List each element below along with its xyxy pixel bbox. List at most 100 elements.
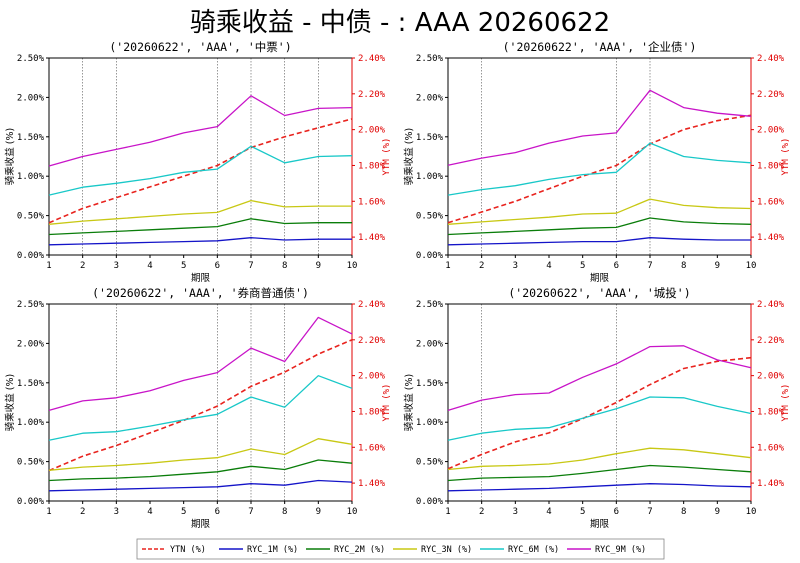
right-tick-label: 2.40% [358, 54, 386, 64]
x-tick-label: 4 [147, 261, 152, 271]
series-line-ryc-2m [48, 459, 353, 482]
right-tick-label: 1.40% [358, 233, 386, 243]
chart-panel-3: 0.00% 0.50% 1.00% 1.50% 2.00% 2.50% 1.40% 1.60%… [4, 286, 392, 530]
right-tick-label: 2.20% [358, 90, 386, 100]
left-tick-label: 1.50% [17, 133, 45, 143]
left-tick-label: 1.00% [416, 172, 444, 182]
left-tick-label: 2.50% [416, 54, 444, 64]
x-tick-label: 7 [647, 507, 652, 517]
left-tick-label: 1.50% [416, 133, 444, 143]
x-tick-label: 2 [479, 261, 484, 271]
y-axis-label-right: YTM (%) [382, 384, 392, 422]
x-axis-label: 期限 [191, 273, 211, 284]
left-tick-label: 1.00% [17, 172, 45, 182]
x-tick-label: 10 [347, 261, 358, 271]
chart-panel-1: 0.00% 0.50% 1.00% 1.50% 2.00% 2.50% 1.40% 1.60%… [4, 40, 392, 284]
right-tick-label: 1.60% [358, 443, 386, 453]
series-line-ryc-9m [447, 89, 752, 166]
x-tick-label: 10 [746, 261, 757, 271]
right-tick-label: 1.40% [757, 233, 785, 243]
legend-label: YTN (%) [170, 545, 206, 555]
chart-panel-4: 0.00% 0.50% 1.00% 1.50% 2.00% 2.50% 1.40% 1.60%… [403, 286, 791, 530]
x-tick-label: 9 [715, 507, 720, 517]
y-axis-label-left: 骑乘收益 (%) [4, 128, 16, 185]
x-tick-label: 6 [614, 261, 619, 271]
right-tick-label: 1.40% [358, 479, 386, 489]
x-tick-label: 3 [513, 261, 518, 271]
x-tick-label: 8 [681, 261, 686, 271]
x-tick-label: 1 [46, 261, 51, 271]
left-tick-label: 1.50% [416, 379, 444, 389]
legend-label: RYC_9M (%) [595, 545, 646, 555]
right-tick-label: 2.00% [757, 372, 785, 382]
x-tick-label: 9 [316, 507, 321, 517]
subplot-title: ('20260622', 'AAA', '城投') [508, 286, 690, 300]
series-line-ryc-1m [48, 237, 352, 246]
left-tick-label: 1.00% [416, 418, 444, 428]
left-tick-label: 2.00% [17, 339, 45, 349]
x-tick-label: 5 [580, 507, 585, 517]
x-tick-label: 3 [114, 261, 119, 271]
x-tick-label: 4 [546, 261, 551, 271]
right-tick-label: 2.40% [757, 300, 785, 310]
x-tick-label: 7 [248, 507, 253, 517]
left-tick-label: 2.50% [17, 54, 45, 64]
series-line-ryc-3n [48, 438, 353, 471]
subplot-title: ('20260622', 'AAA', '企业债') [503, 40, 697, 54]
left-tick-label: 0.00% [416, 497, 444, 507]
x-tick-label: 9 [715, 261, 720, 271]
left-tick-label: 0.00% [416, 251, 444, 261]
chart-panel-2: 0.00% 0.50% 1.00% 1.50% 2.00% 2.50% 1.40% 1.60%… [403, 40, 791, 284]
series-line-ryc-9m [447, 345, 752, 412]
series-line-ryc-2m [447, 217, 752, 236]
x-tick-label: 4 [147, 507, 152, 517]
series-line-ryc-2m [447, 464, 752, 482]
y-axis-label-left: 骑乘收益 (%) [403, 128, 415, 185]
x-tick-label: 3 [114, 507, 119, 517]
series-line-ytn [447, 114, 752, 224]
x-tick-label: 4 [546, 507, 551, 517]
series-line-ryc-6m [48, 145, 353, 196]
series-line-ryc-9m [48, 316, 353, 412]
legend: YTN (%) RYC_1M (%) RYC_2M (%) RYC_3N (%) RYC… [136, 538, 665, 560]
left-tick-label: 0.50% [17, 212, 45, 222]
right-tick-label: 1.60% [757, 197, 785, 207]
x-tick-label: 9 [316, 261, 321, 271]
x-tick-label: 8 [282, 507, 287, 517]
series-line-ryc-3n [447, 198, 752, 225]
y-axis-label-right: YTM (%) [781, 384, 791, 422]
left-tick-label: 0.00% [17, 497, 45, 507]
x-tick-label: 2 [479, 507, 484, 517]
left-tick-label: 1.00% [17, 418, 45, 428]
right-tick-label: 2.20% [757, 336, 785, 346]
x-tick-label: 8 [681, 507, 686, 517]
left-tick-label: 0.50% [416, 458, 444, 468]
x-tick-label: 8 [282, 261, 287, 271]
x-tick-label: 10 [746, 507, 757, 517]
right-tick-label: 2.00% [358, 126, 386, 136]
right-tick-label: 1.80% [757, 407, 785, 417]
left-tick-label: 2.50% [17, 300, 45, 310]
right-tick-label: 1.80% [358, 407, 386, 417]
x-tick-label: 6 [215, 507, 220, 517]
series-line-ryc-2m [48, 218, 352, 236]
series-line-ryc-6m [447, 396, 752, 441]
series-line-ryc-6m [447, 142, 752, 196]
x-axis-label: 期限 [590, 273, 610, 284]
right-tick-label: 2.40% [757, 54, 785, 64]
legend-label: RYC_2M (%) [334, 545, 385, 555]
plot-frame [48, 57, 353, 256]
series-line-ryc-1m [447, 237, 751, 246]
series-line-ryc-1m [447, 483, 752, 492]
x-tick-label: 6 [614, 507, 619, 517]
x-tick-label: 1 [46, 507, 51, 517]
x-tick-label: 1 [445, 507, 450, 517]
right-tick-label: 1.60% [757, 443, 785, 453]
left-tick-label: 1.50% [17, 379, 45, 389]
left-tick-label: 2.00% [416, 93, 444, 103]
left-tick-label: 2.50% [416, 300, 444, 310]
x-tick-label: 1 [445, 261, 450, 271]
x-tick-label: 7 [248, 261, 253, 271]
x-tick-label: 5 [580, 261, 585, 271]
right-tick-label: 1.40% [757, 479, 785, 489]
